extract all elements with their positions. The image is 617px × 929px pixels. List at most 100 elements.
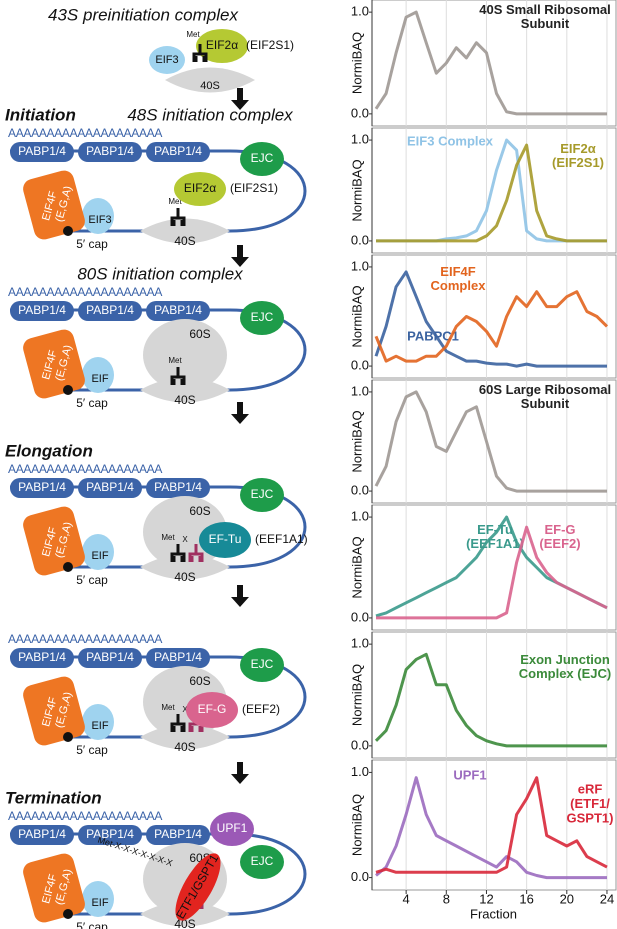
pabp [146, 648, 210, 668]
panel-frame [371, 379, 617, 504]
label: 5′ cap [76, 920, 108, 929]
label: EIF3 [155, 54, 178, 66]
y-axis-label: NormiBAQ [349, 794, 364, 856]
label: (EIF2S1) [246, 38, 294, 52]
pabp [78, 301, 142, 321]
pabp [10, 301, 74, 321]
label: 40S [174, 740, 195, 754]
label: EJC [251, 657, 274, 671]
y-tick-label: 1.0 [351, 258, 369, 273]
label: EIF2α [206, 38, 238, 52]
label: EIF [91, 373, 108, 385]
ribosome-40s [165, 67, 255, 93]
eif [82, 357, 114, 393]
upf1 [210, 812, 254, 846]
label: (EEF2) [242, 702, 280, 716]
pabp-label: PABP1/4 [86, 144, 134, 158]
series-line [374, 390, 607, 493]
poly-a: AAAAAAAAAAAAAAAAAAAA [8, 462, 162, 476]
label: 60S [189, 674, 210, 688]
x-tick-label: 12 [479, 891, 493, 906]
label: 40S [174, 393, 195, 407]
series-label: EIF3 Complex [407, 133, 494, 148]
label: 5′ cap [76, 743, 108, 757]
poly-a: AAAAAAAAAAAAAAAAAAAA [8, 632, 162, 646]
label: EJC [251, 487, 274, 501]
series-label: Exon Junction Complex (EJC) [519, 652, 611, 681]
label: Met [161, 533, 175, 542]
x-tick-label: 4 [403, 891, 410, 906]
panel-frame [371, 631, 617, 759]
pabp-label: PABP1/4 [154, 827, 202, 841]
trna [170, 367, 186, 385]
series-label: eRF (ETF1/GSPT1) [567, 782, 614, 826]
pabp [146, 478, 210, 498]
y-tick-label: 0.0 [351, 737, 369, 752]
label: EIF3 [88, 214, 111, 226]
eif4f [23, 170, 85, 240]
pabp-label: PABP1/4 [18, 480, 66, 494]
y-tick-label: 0.0 [351, 105, 369, 120]
trna [170, 714, 186, 732]
series-label: EF-Tu (EEF1A1) [466, 522, 524, 551]
arrow [231, 762, 249, 784]
panel-frame [371, 254, 617, 379]
factor [174, 172, 226, 206]
eif4f [23, 853, 85, 923]
label: (EIF2S1) [230, 181, 278, 195]
y-axis-label: NormiBAQ [349, 159, 364, 221]
series-line [376, 525, 608, 620]
pabp [10, 648, 74, 668]
series-label: 40S Small Ribosomal Subunit [479, 2, 611, 31]
ribosome-40s [140, 724, 230, 750]
label: 60S [189, 504, 210, 518]
poly-a: AAAAAAAAAAAAAAAAAAAA [8, 809, 162, 823]
series-line [375, 776, 607, 880]
factor [186, 692, 238, 728]
arrow [231, 245, 249, 267]
cap [63, 385, 73, 395]
ribosome-40s [140, 377, 230, 403]
pabp-label: PABP1/4 [18, 144, 66, 158]
y-tick-label: 0.0 [351, 609, 369, 624]
label: UPF1 [217, 821, 248, 835]
factor [175, 853, 221, 921]
ejc [240, 478, 284, 512]
series-label: EIF2α (EIF2S1) [552, 141, 604, 170]
poly-a: AAAAAAAAAAAAAAAAAAAA [8, 285, 162, 299]
series-label: UPF1 [453, 767, 486, 782]
trna [192, 44, 208, 62]
eif [82, 198, 114, 234]
arrow [231, 402, 249, 424]
pabp-label: PABP1/4 [18, 303, 66, 317]
y-tick-label: 1.0 [351, 4, 369, 19]
stage-title: 43S preinitiation complex [48, 5, 238, 24]
pabp [10, 825, 74, 845]
eif [82, 881, 114, 917]
label: EF-G [198, 702, 227, 716]
trna [188, 544, 204, 562]
series-line [374, 652, 607, 748]
stage-heading: Elongation [5, 441, 93, 460]
pabp [78, 648, 142, 668]
label: Met [186, 30, 200, 39]
label: 40S [174, 234, 195, 248]
series-line [376, 143, 607, 243]
label: EIF [91, 897, 108, 909]
y-tick-label: 1.0 [351, 509, 369, 524]
pabp-label: PABP1/4 [154, 480, 202, 494]
label: 40S [174, 570, 195, 584]
x-tick-label: 24 [600, 891, 614, 906]
y-tick-label: 0.0 [351, 483, 369, 498]
cap [63, 732, 73, 742]
pabp [146, 301, 210, 321]
stage-title: 80S initiation complex [77, 264, 243, 283]
y-tick-label: 1.0 [351, 764, 369, 779]
pabp [146, 825, 210, 845]
cap [63, 562, 73, 572]
pabp-label: PABP1/4 [86, 827, 134, 841]
series-label: EF-G (EEF2) [539, 522, 580, 551]
y-axis-label: NormiBAQ [349, 285, 364, 347]
eif [82, 704, 114, 740]
series-label: EIF4F Complex [431, 264, 487, 293]
